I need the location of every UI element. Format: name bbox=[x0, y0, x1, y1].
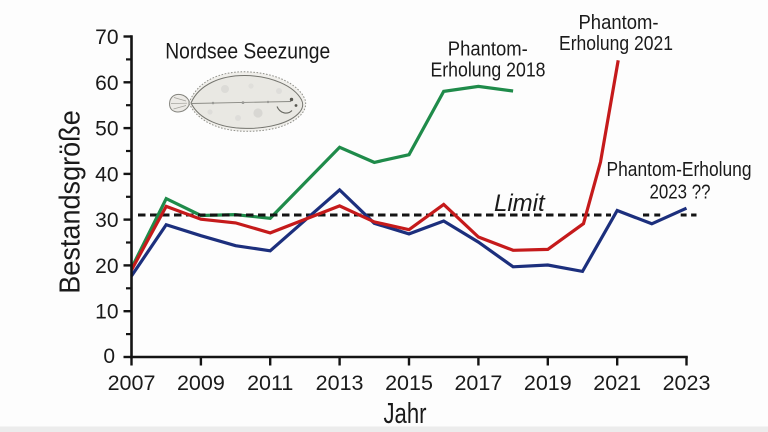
svg-text:30: 30 bbox=[95, 209, 118, 232]
svg-text:2009: 2009 bbox=[177, 371, 225, 395]
svg-text:Jahr: Jahr bbox=[384, 398, 427, 430]
svg-text:Phantom-Erholung: Phantom-Erholung bbox=[607, 159, 752, 181]
svg-text:2011: 2011 bbox=[247, 371, 293, 395]
svg-text:2015: 2015 bbox=[385, 371, 433, 395]
svg-text:0: 0 bbox=[103, 345, 115, 368]
svg-text:2019: 2019 bbox=[524, 371, 572, 395]
svg-text:2023: 2023 bbox=[663, 371, 711, 395]
svg-text:10: 10 bbox=[95, 301, 118, 324]
svg-text:20: 20 bbox=[95, 255, 118, 278]
svg-text:Erholung 2018: Erholung 2018 bbox=[431, 60, 546, 82]
svg-text:2021: 2021 bbox=[593, 371, 641, 395]
svg-text:40: 40 bbox=[95, 163, 118, 186]
svg-text:Phantom-: Phantom- bbox=[448, 39, 528, 61]
svg-text:50: 50 bbox=[95, 118, 118, 141]
svg-text:2017: 2017 bbox=[454, 371, 502, 395]
svg-text:2023 ??: 2023 ?? bbox=[650, 182, 711, 204]
svg-text:Nordsee Seezunge: Nordsee Seezunge bbox=[165, 38, 330, 63]
svg-text:60: 60 bbox=[95, 72, 118, 95]
svg-text:Bestandsgröße: Bestandsgröße bbox=[54, 110, 86, 294]
svg-text:70: 70 bbox=[95, 26, 118, 49]
svg-text:Phantom-: Phantom- bbox=[579, 12, 659, 34]
svg-text:Limit: Limit bbox=[494, 190, 546, 217]
svg-text:Erholung 2021: Erholung 2021 bbox=[559, 33, 673, 55]
svg-text:2007: 2007 bbox=[108, 371, 156, 395]
svg-text:2013: 2013 bbox=[316, 371, 364, 395]
